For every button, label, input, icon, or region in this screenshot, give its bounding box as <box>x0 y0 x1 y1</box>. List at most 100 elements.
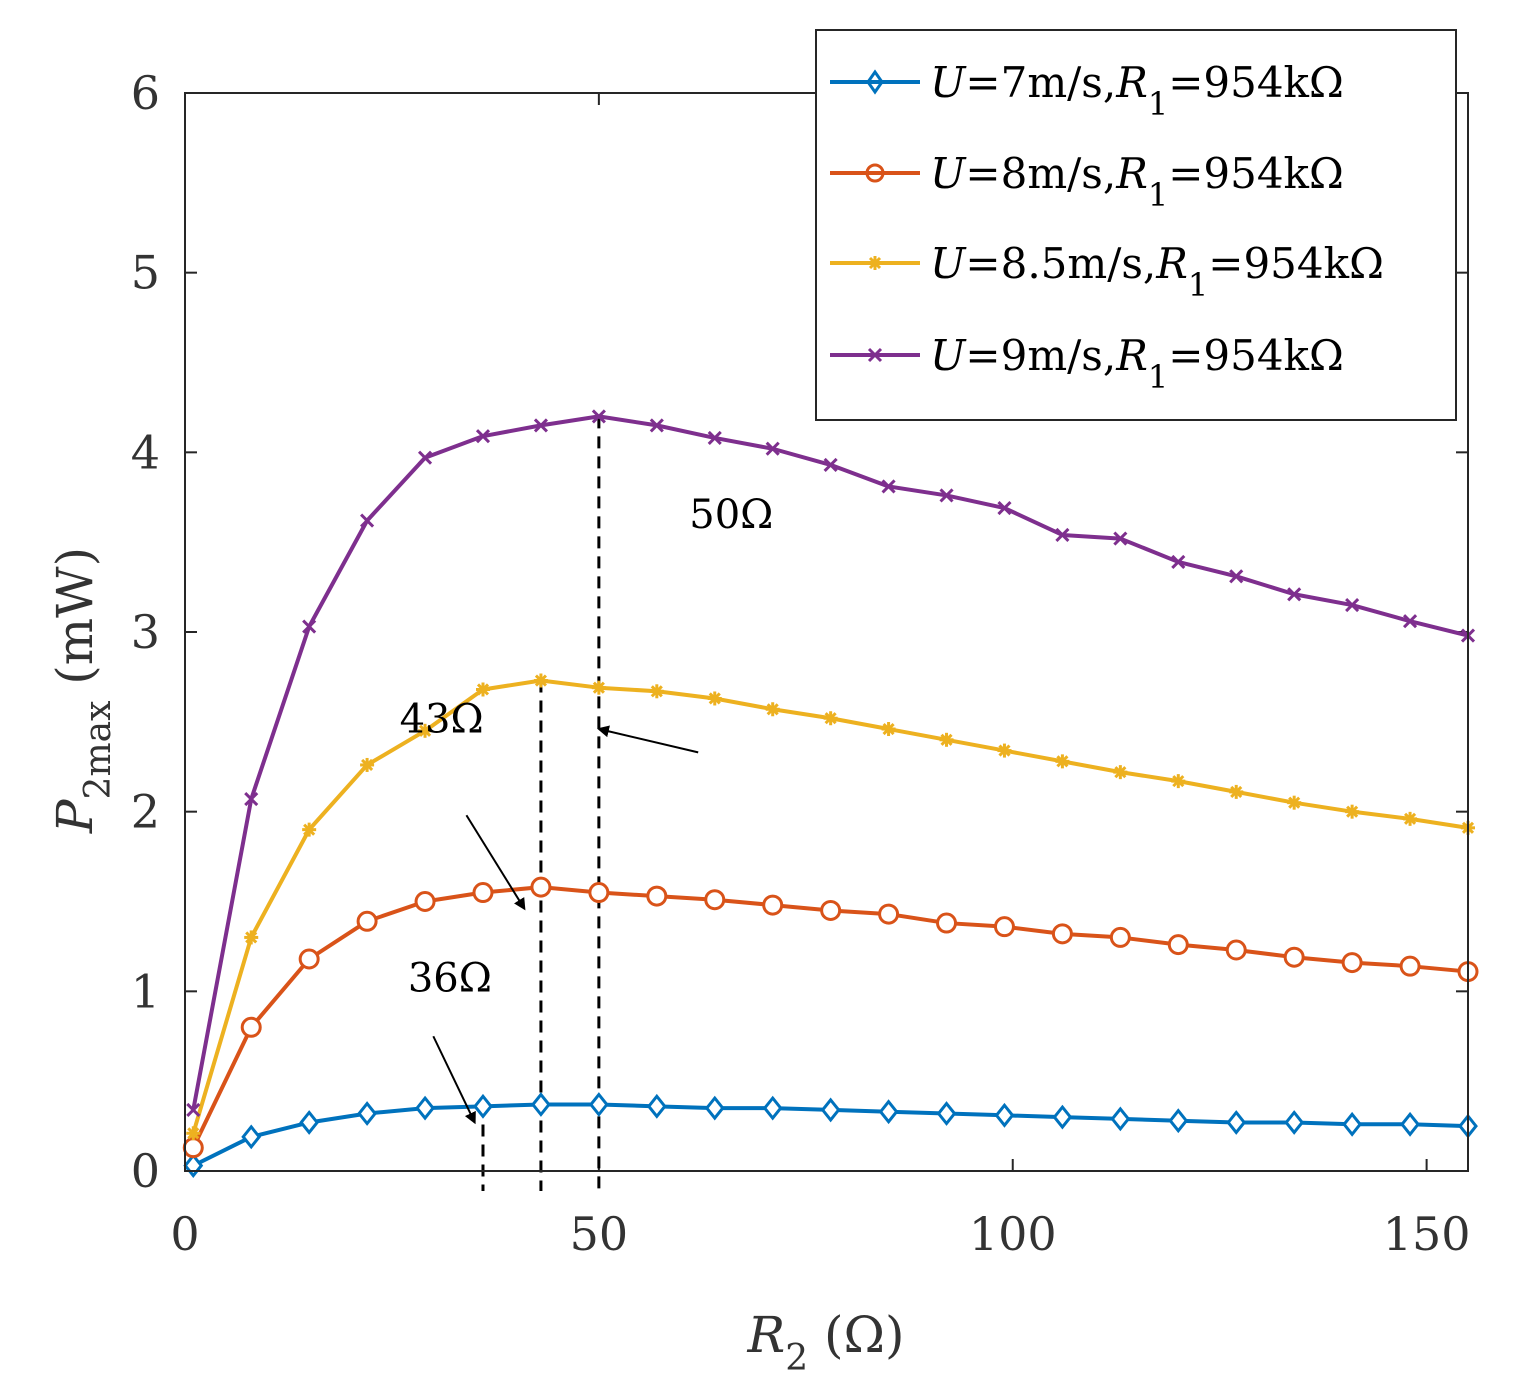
data-point-stroke <box>1345 597 1360 613</box>
data-point-stroke <box>939 488 954 503</box>
data-point <box>588 882 610 904</box>
data-point-stroke <box>1055 527 1070 543</box>
annotation-arrow-36 <box>432 1035 476 1125</box>
data-point-stroke <box>244 792 259 807</box>
data-point <box>1055 754 1070 769</box>
y-axis-unit: (mW) <box>46 547 104 701</box>
data-point <box>591 680 606 695</box>
data-point <box>182 1137 204 1159</box>
legend: U=7m/s,R1=954kΩ U=8m/s,R1=954kΩ U=8.5m/s… <box>815 29 1457 421</box>
data-point <box>418 723 433 738</box>
annotation-layer: 36Ω 43Ω 50Ω <box>400 492 773 1125</box>
data-point <box>994 1102 1015 1128</box>
data-point <box>186 1126 201 1141</box>
y-axis-label: P2max (mW) <box>46 547 119 834</box>
legend-rest-2: =954kΩ <box>1168 149 1344 198</box>
legend-entry-4[interactable]: U=9m/s,R1=954kΩ <box>830 331 1344 396</box>
series-3[interactable] <box>186 673 1475 1141</box>
data-point-stroke <box>302 619 317 634</box>
data-point-stroke <box>1346 805 1359 818</box>
data-point <box>646 1093 667 1119</box>
series-1[interactable] <box>183 1092 1478 1179</box>
data-point-stroke <box>707 430 722 446</box>
legend-entry-3[interactable]: U=8.5m/s,R1=954kΩ <box>830 239 1384 304</box>
data-point <box>1055 527 1070 543</box>
y-axis-symbol: P <box>46 798 104 834</box>
data-point <box>1052 1104 1073 1130</box>
y-tick-label: 0 <box>131 1144 160 1198</box>
svg-text:U=8.5m/s,R1=954kΩ: U=8.5m/s,R1=954kΩ <box>930 239 1384 304</box>
series-4[interactable] <box>186 409 1476 1117</box>
data-point-stroke <box>591 409 606 424</box>
data-point-stroke <box>360 513 375 528</box>
y-tick-label: 1 <box>131 964 160 1018</box>
data-point <box>1110 1106 1131 1132</box>
x-tick-label: 150 <box>1383 1207 1471 1261</box>
data-point <box>1400 1111 1420 1137</box>
data-point <box>939 488 954 503</box>
annotation-arrow-50 <box>596 725 699 754</box>
data-point-stroke <box>1229 569 1244 584</box>
data-point-stroke <box>187 1127 200 1140</box>
annotation-arrow-43 <box>465 814 526 911</box>
data-point <box>1403 811 1418 826</box>
data-point <box>1345 804 1360 819</box>
legend-sub-2: 1 <box>1148 176 1168 214</box>
legend-speed-3: =8.5m/s, <box>965 239 1156 288</box>
data-point <box>1167 934 1189 956</box>
data-point <box>241 1124 262 1150</box>
data-point-stroke <box>1172 775 1185 788</box>
legend-entry-2[interactable]: U=8m/s,R1=954kΩ <box>830 149 1344 214</box>
data-point <box>939 732 954 747</box>
legend-sub-3: 1 <box>1188 266 1208 304</box>
data-point <box>1402 614 1418 629</box>
data-point <box>881 479 896 494</box>
data-point <box>704 889 726 911</box>
data-point-stroke <box>824 712 837 725</box>
data-point <box>533 418 548 433</box>
data-point <box>302 822 317 837</box>
data-point <box>591 409 606 424</box>
data-point <box>473 1093 493 1119</box>
x-axis-subscript: 2 <box>785 1338 808 1379</box>
data-point <box>1113 531 1128 546</box>
data-point <box>299 1110 320 1135</box>
legend-speed-2: =8m/s, <box>965 149 1116 198</box>
legend-entry-1[interactable]: U=7m/s,R1=954kΩ <box>830 58 1344 123</box>
ticks-layer: 0 50 100 150 0 1 2 3 4 5 6 <box>131 66 1471 1261</box>
data-point <box>1229 569 1244 584</box>
data-point <box>302 619 317 634</box>
data-point <box>1342 1111 1363 1137</box>
data-point <box>360 757 375 772</box>
x-axis-label: R2 (Ω) <box>747 1306 905 1379</box>
data-point <box>997 500 1012 516</box>
data-point <box>1225 939 1247 961</box>
data-point <box>762 894 784 916</box>
data-point-stroke <box>533 418 548 433</box>
data-point-stroke <box>823 457 838 472</box>
data-point <box>881 722 896 737</box>
data-point-stroke <box>650 685 663 698</box>
data-point-stroke <box>418 724 432 737</box>
legend-rest-3: =954kΩ <box>1208 239 1384 288</box>
x-axis-unit: (Ω) <box>808 1306 904 1364</box>
data-point <box>1399 955 1421 977</box>
data-point <box>1287 795 1302 810</box>
series-2[interactable] <box>182 876 1479 1159</box>
annotation-label-36: 36Ω <box>408 955 492 1001</box>
legend-marker-4 <box>867 347 883 363</box>
data-point-stroke <box>765 441 780 456</box>
x-tick-label: 100 <box>969 1207 1057 1261</box>
y-tick-label: 4 <box>131 425 160 479</box>
data-point <box>707 430 722 446</box>
data-point-stroke <box>998 744 1011 757</box>
legend-r-1: R <box>1115 58 1148 107</box>
legend-marker-2 <box>865 163 885 183</box>
data-point <box>1284 1110 1305 1135</box>
data-point-stroke <box>1056 755 1069 768</box>
data-point <box>588 1092 609 1117</box>
annotation-label-50: 50Ω <box>689 492 773 538</box>
data-point <box>765 441 780 456</box>
data-point <box>357 1101 378 1126</box>
